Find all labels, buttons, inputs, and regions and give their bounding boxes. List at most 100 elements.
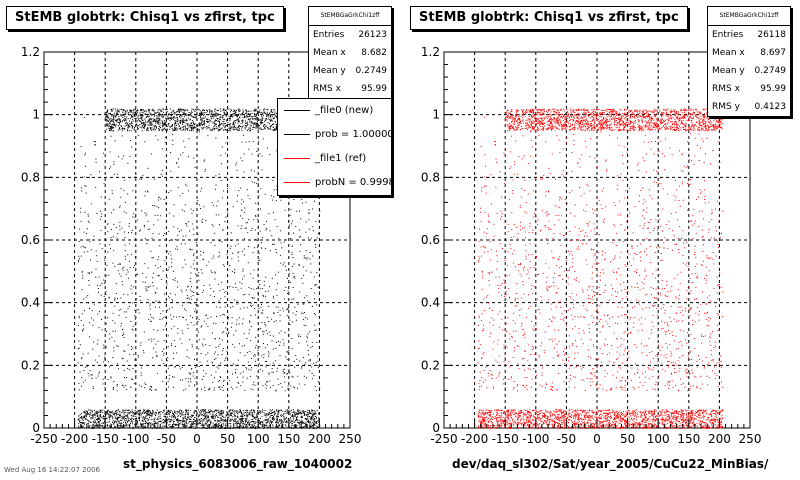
- data-point: [84, 152, 86, 154]
- data-point: [226, 119, 228, 121]
- data-point: [232, 373, 233, 375]
- data-point: [163, 422, 165, 424]
- data-point: [167, 335, 169, 337]
- data-point: [246, 338, 248, 339]
- data-point: [231, 126, 233, 128]
- data-point: [268, 355, 269, 357]
- data-point: [295, 196, 297, 198]
- data-point: [303, 427, 304, 429]
- data-point: [156, 115, 158, 116]
- data-point: [163, 339, 165, 341]
- data-point: [208, 261, 210, 263]
- data-point: [284, 381, 286, 383]
- data-point: [163, 348, 165, 350]
- data-point: [108, 125, 110, 127]
- data-point: [185, 388, 187, 390]
- data-point: [177, 111, 179, 113]
- data-point: [171, 125, 172, 127]
- data-point: [125, 201, 127, 203]
- data-point: [283, 241, 285, 243]
- data-point: [133, 413, 135, 415]
- data-point: [158, 126, 160, 128]
- data-point: [283, 290, 285, 292]
- data-point: [173, 118, 174, 120]
- data-point: [277, 425, 279, 427]
- data-point: [123, 128, 125, 130]
- data-point: [202, 117, 204, 119]
- data-point: [200, 190, 202, 192]
- data-point: [303, 425, 305, 427]
- data-point: [157, 301, 159, 303]
- data-point: [170, 118, 172, 120]
- data-point: [174, 417, 176, 419]
- data-point: [297, 416, 299, 418]
- data-point: [212, 424, 214, 426]
- data-point: [319, 210, 321, 212]
- data-point: [218, 125, 220, 127]
- data-point: [98, 276, 100, 278]
- data-point: [209, 420, 211, 422]
- data-point: [83, 324, 84, 326]
- data-point: [228, 417, 230, 419]
- data-point: [293, 386, 295, 388]
- data-point: [282, 264, 284, 266]
- data-point: [178, 126, 180, 127]
- data-point: [125, 122, 127, 124]
- data-point: [301, 417, 303, 418]
- data-point: [243, 134, 244, 136]
- data-point: [314, 421, 316, 423]
- data-point: [178, 410, 180, 412]
- data-point: [288, 307, 290, 309]
- data-point: [197, 114, 199, 116]
- data-point: [318, 316, 320, 318]
- data-point: [293, 263, 295, 265]
- data-point: [252, 304, 254, 306]
- data-point: [113, 223, 115, 225]
- data-point: [211, 426, 213, 428]
- data-point: [176, 111, 178, 113]
- data-point: [271, 318, 273, 320]
- data-point: [107, 116, 109, 118]
- data-point: [109, 112, 111, 114]
- data-point: [214, 419, 215, 421]
- data-point: [89, 307, 91, 309]
- data-point: [120, 196, 122, 198]
- data-point: [173, 422, 174, 424]
- data-point: [257, 123, 259, 125]
- data-point: [177, 234, 179, 236]
- data-point: [294, 421, 296, 423]
- data-point: [210, 411, 212, 412]
- data-point: [251, 409, 253, 411]
- data-point: [236, 116, 238, 117]
- data-point: [100, 415, 102, 417]
- data-point: [158, 117, 160, 119]
- data-point: [277, 306, 279, 308]
- data-point: [213, 415, 215, 417]
- data-point: [279, 355, 281, 357]
- data-point: [233, 120, 235, 122]
- data-point: [261, 416, 263, 418]
- data-point: [183, 109, 185, 111]
- data-point: [244, 389, 246, 391]
- data-point: [309, 412, 310, 414]
- data-point: [136, 423, 138, 425]
- data-point: [150, 112, 152, 114]
- data-point: [241, 345, 243, 347]
- data-point: [212, 411, 214, 413]
- data-point: [301, 419, 303, 421]
- data-point: [206, 110, 208, 111]
- data-point: [222, 121, 224, 123]
- data-point: [202, 424, 203, 426]
- data-point: [97, 421, 99, 422]
- data-point: [291, 266, 293, 267]
- data-point: [115, 115, 117, 117]
- data-point: [220, 110, 222, 112]
- data-point: [182, 122, 183, 124]
- data-point: [177, 419, 179, 421]
- data-point: [92, 421, 94, 423]
- data-point: [81, 424, 83, 426]
- data-point: [219, 380, 221, 381]
- data-point: [192, 421, 194, 423]
- data-point: [182, 109, 184, 111]
- data-point: [206, 111, 208, 113]
